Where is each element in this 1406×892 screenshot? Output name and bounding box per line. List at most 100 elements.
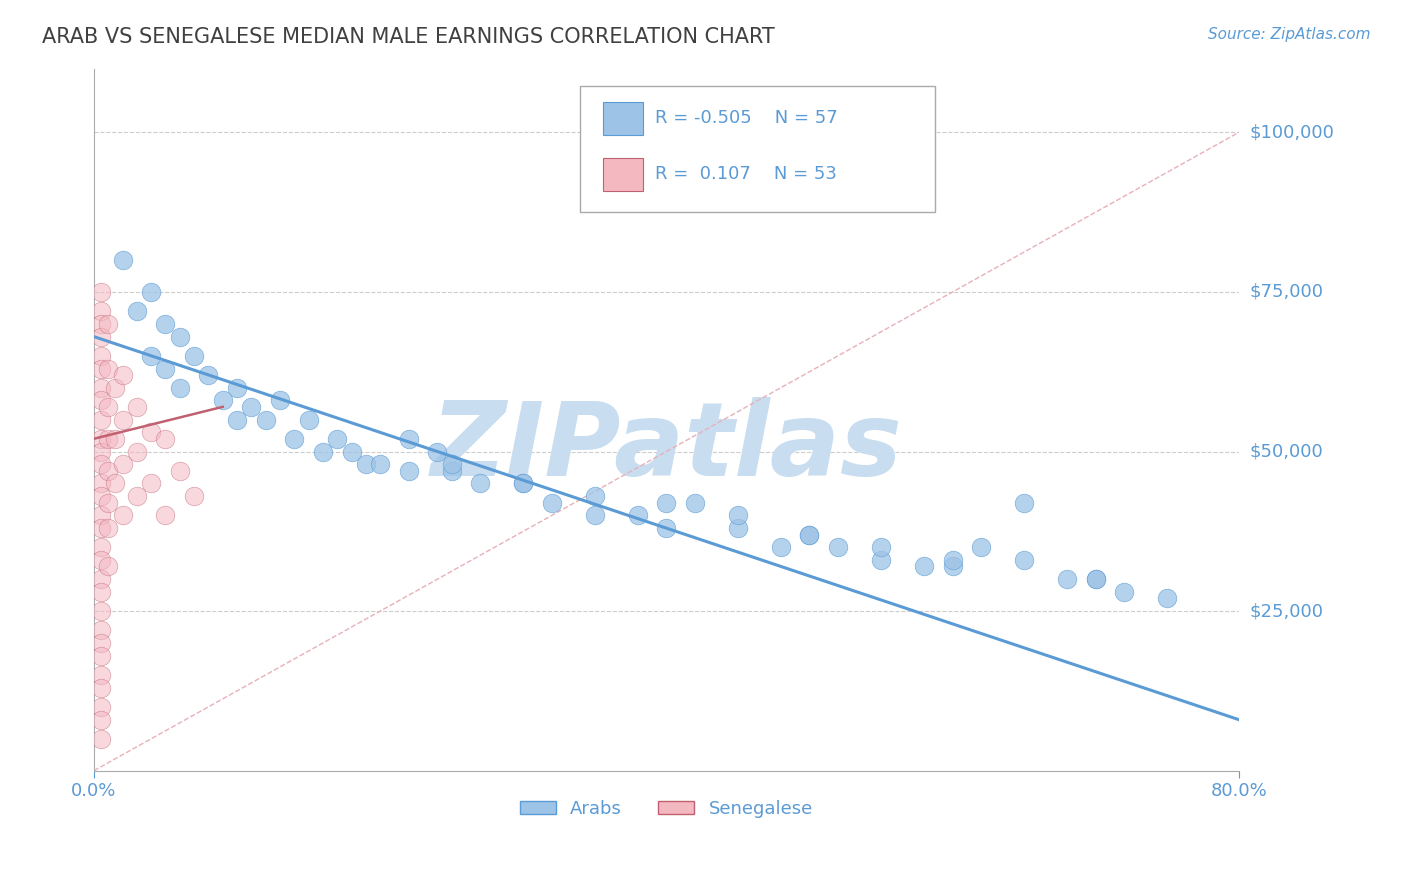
Point bbox=[627, 508, 650, 523]
Point bbox=[90, 304, 112, 318]
Point bbox=[155, 317, 177, 331]
Text: $100,000: $100,000 bbox=[1250, 123, 1334, 141]
Point bbox=[90, 361, 112, 376]
Point bbox=[354, 458, 377, 472]
Point bbox=[326, 432, 349, 446]
Point bbox=[97, 559, 120, 574]
Point bbox=[1012, 553, 1035, 567]
Point bbox=[97, 361, 120, 376]
Point bbox=[90, 432, 112, 446]
Point bbox=[90, 585, 112, 599]
Point bbox=[183, 349, 205, 363]
Text: Source: ZipAtlas.com: Source: ZipAtlas.com bbox=[1208, 27, 1371, 42]
Point bbox=[90, 489, 112, 503]
Text: ZIPatlas: ZIPatlas bbox=[430, 397, 903, 499]
Point bbox=[440, 464, 463, 478]
Point bbox=[97, 400, 120, 414]
Point bbox=[398, 432, 420, 446]
Point bbox=[125, 444, 148, 458]
Text: R =  0.107    N = 53: R = 0.107 N = 53 bbox=[655, 165, 837, 183]
Point bbox=[90, 668, 112, 682]
Point bbox=[90, 444, 112, 458]
Point bbox=[655, 495, 678, 509]
Point bbox=[97, 521, 120, 535]
Point bbox=[97, 317, 120, 331]
Point bbox=[226, 412, 249, 426]
Point bbox=[254, 412, 277, 426]
Point bbox=[1084, 572, 1107, 586]
Point bbox=[398, 464, 420, 478]
Point bbox=[155, 508, 177, 523]
Point bbox=[141, 349, 163, 363]
Point bbox=[941, 559, 963, 574]
Point bbox=[226, 381, 249, 395]
Point bbox=[90, 285, 112, 299]
Legend: Arabs, Senegalese: Arabs, Senegalese bbox=[512, 792, 820, 825]
Text: R = -0.505    N = 57: R = -0.505 N = 57 bbox=[655, 109, 838, 127]
Point bbox=[583, 489, 606, 503]
Point bbox=[90, 713, 112, 727]
Point bbox=[870, 553, 893, 567]
Bar bbox=[603, 158, 644, 192]
Point bbox=[111, 508, 134, 523]
Point bbox=[197, 368, 219, 382]
Point bbox=[97, 495, 120, 509]
Point bbox=[470, 476, 492, 491]
Point bbox=[169, 464, 191, 478]
Point bbox=[512, 476, 534, 491]
Point bbox=[297, 412, 319, 426]
Point bbox=[111, 458, 134, 472]
Text: ARAB VS SENEGALESE MEDIAN MALE EARNINGS CORRELATION CHART: ARAB VS SENEGALESE MEDIAN MALE EARNINGS … bbox=[42, 27, 775, 46]
Point bbox=[125, 400, 148, 414]
Point bbox=[90, 541, 112, 555]
Point bbox=[111, 368, 134, 382]
Point bbox=[90, 572, 112, 586]
Point bbox=[970, 541, 993, 555]
Point bbox=[727, 521, 749, 535]
Point bbox=[90, 476, 112, 491]
Bar bbox=[603, 102, 644, 136]
Point bbox=[90, 317, 112, 331]
Point bbox=[90, 412, 112, 426]
Point bbox=[104, 381, 127, 395]
Point bbox=[90, 521, 112, 535]
Point bbox=[1012, 495, 1035, 509]
Point bbox=[125, 489, 148, 503]
Point bbox=[1156, 591, 1178, 606]
Point bbox=[125, 304, 148, 318]
Point bbox=[104, 432, 127, 446]
Point bbox=[141, 285, 163, 299]
Point bbox=[240, 400, 263, 414]
Point bbox=[799, 527, 821, 541]
Point bbox=[211, 393, 233, 408]
Point bbox=[90, 553, 112, 567]
Point bbox=[312, 444, 335, 458]
Point bbox=[1056, 572, 1078, 586]
Point bbox=[183, 489, 205, 503]
Point bbox=[90, 648, 112, 663]
Point bbox=[111, 412, 134, 426]
Text: $25,000: $25,000 bbox=[1250, 602, 1324, 620]
Point bbox=[283, 432, 305, 446]
Point bbox=[368, 458, 391, 472]
Point bbox=[655, 521, 678, 535]
Point bbox=[90, 508, 112, 523]
Point bbox=[169, 381, 191, 395]
Point bbox=[512, 476, 534, 491]
Point bbox=[141, 425, 163, 440]
Point bbox=[1114, 585, 1136, 599]
Point bbox=[683, 495, 706, 509]
Point bbox=[155, 432, 177, 446]
Point bbox=[97, 464, 120, 478]
Point bbox=[269, 393, 291, 408]
Point bbox=[912, 559, 935, 574]
Point bbox=[90, 681, 112, 695]
Point bbox=[90, 381, 112, 395]
Point bbox=[941, 553, 963, 567]
Point bbox=[769, 541, 792, 555]
Point bbox=[90, 636, 112, 650]
Point bbox=[104, 476, 127, 491]
Point bbox=[440, 458, 463, 472]
Point bbox=[827, 541, 849, 555]
Point bbox=[155, 361, 177, 376]
